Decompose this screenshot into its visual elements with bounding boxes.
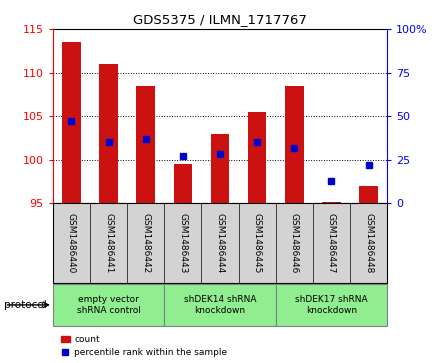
Bar <box>322 201 341 203</box>
Bar <box>164 284 276 326</box>
Text: GSM1486448: GSM1486448 <box>364 213 373 273</box>
Text: GSM1486440: GSM1486440 <box>67 213 76 273</box>
Bar <box>173 164 192 203</box>
Text: GSM1486442: GSM1486442 <box>141 213 150 273</box>
Bar <box>62 42 81 203</box>
Bar <box>285 86 304 203</box>
Text: shDEK14 shRNA
knockdown: shDEK14 shRNA knockdown <box>184 295 256 315</box>
Text: shDEK17 shRNA
knockdown: shDEK17 shRNA knockdown <box>295 295 368 315</box>
Bar <box>53 284 164 326</box>
Bar <box>136 86 155 203</box>
Text: GSM1486441: GSM1486441 <box>104 213 113 273</box>
Bar <box>211 134 229 203</box>
Legend: count, percentile rank within the sample: count, percentile rank within the sample <box>57 331 231 361</box>
Text: GSM1486444: GSM1486444 <box>216 213 224 273</box>
Bar <box>276 284 387 326</box>
Text: GSM1486443: GSM1486443 <box>178 213 187 273</box>
Text: GSM1486446: GSM1486446 <box>290 213 299 273</box>
Text: GSM1486447: GSM1486447 <box>327 213 336 273</box>
Text: protocol: protocol <box>4 300 47 310</box>
Text: empty vector
shRNA control: empty vector shRNA control <box>77 295 140 315</box>
Bar <box>99 64 118 203</box>
Title: GDS5375 / ILMN_1717767: GDS5375 / ILMN_1717767 <box>133 13 307 26</box>
Text: GSM1486445: GSM1486445 <box>253 213 262 273</box>
Bar <box>248 112 267 203</box>
Bar <box>359 186 378 203</box>
